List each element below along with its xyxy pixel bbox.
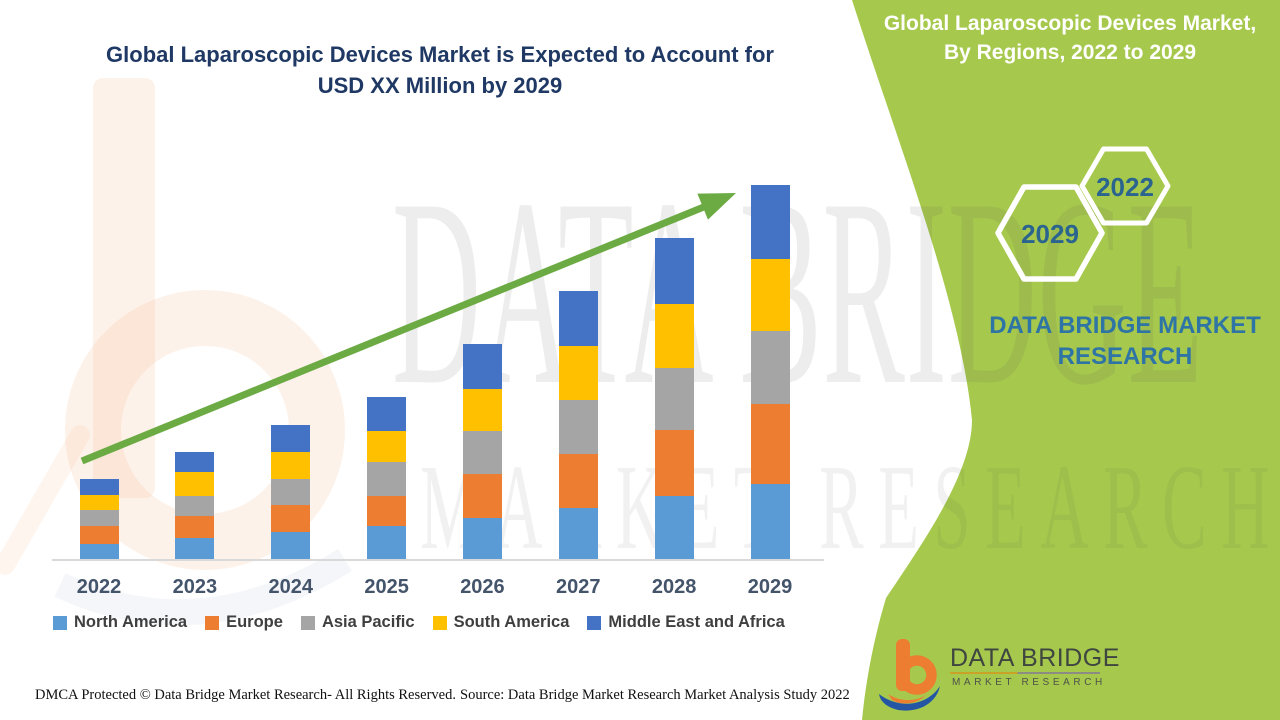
x-axis-line	[52, 559, 824, 561]
bar-segment-2023-asia-pacific	[175, 496, 215, 516]
bar-2022	[79, 479, 119, 559]
bar-segment-2028-north-america	[654, 496, 694, 559]
bar-segment-2028-middle-east-and-africa	[654, 238, 694, 304]
legend-label: Middle East and Africa	[608, 613, 785, 631]
bar-2024	[271, 425, 311, 559]
bar-segment-2023-middle-east-and-africa	[175, 452, 215, 472]
chart-title-line1: Global Laparoscopic Devices Market is Ex…	[106, 42, 774, 67]
bar-2027	[558, 291, 598, 559]
x-axis-label-2027: 2027	[556, 576, 601, 598]
legend-swatch	[432, 615, 447, 630]
legend: North America Europe Asia Pacific South Ame…	[53, 613, 785, 632]
x-axis-label-2023: 2023	[172, 576, 218, 598]
bar-2025	[367, 397, 407, 559]
legend-label: Asia Pacific	[321, 613, 415, 631]
bar-segment-2025-middle-east-and-africa	[367, 397, 407, 431]
chart-title-line2: USD XX Million by 2029	[317, 73, 563, 98]
x-axis-label-2022: 2022	[76, 576, 122, 598]
logo-subtitle: MARKET RESEARCH	[952, 677, 1106, 688]
bar-segment-2022-south-america	[79, 495, 119, 510]
bar-segment-2025-south-america	[367, 431, 407, 462]
bar-segment-2029-north-america	[750, 484, 790, 559]
legend-label: Europe	[226, 613, 283, 631]
legend-item-middle-east-and-africa: Middle East and Africa	[587, 613, 785, 632]
bar-segment-2028-south-america	[654, 304, 694, 368]
legend-item-south-america: South America	[432, 613, 570, 632]
legend-swatch	[53, 615, 67, 630]
bar-segment-2028-asia-pacific	[654, 368, 694, 430]
data-bridge-logo: DATA BRIDGE MARKET RESEARCH	[876, 634, 1119, 714]
bar-segment-2024-middle-east-and-africa	[271, 425, 311, 452]
bar-segment-2027-south-america	[558, 346, 598, 400]
brand-wordmark-line2: RESEARCH	[1057, 343, 1193, 370]
bar-segment-2027-europe	[558, 454, 598, 508]
bar-segment-2024-south-america	[271, 452, 311, 479]
x-axis-label-2024: 2024	[268, 576, 313, 598]
bar-segment-2025-north-america	[367, 526, 407, 559]
bar-segment-2027-middle-east-and-africa	[558, 291, 598, 346]
bar-segment-2022-north-america	[79, 544, 119, 559]
chart-title: Global Laparoscopic Devices Market is Ex…	[90, 39, 790, 101]
bar-segment-2023-south-america	[175, 472, 215, 496]
data-bridge-logo-icon	[879, 639, 940, 711]
band-title-line2: By Regions, 2022 to 2029	[943, 41, 1197, 64]
bar-segment-2023-europe	[175, 516, 215, 538]
bar-segment-2022-europe	[79, 526, 119, 544]
bar-segment-2025-europe	[367, 496, 407, 526]
legend-swatch	[205, 615, 220, 630]
bar-segment-2026-europe	[462, 474, 502, 518]
bar-segment-2026-asia-pacific	[462, 431, 502, 474]
logo-underline	[950, 672, 1100, 674]
bar-segment-2024-north-america	[271, 532, 311, 559]
bar-segment-2029-south-america	[750, 259, 790, 331]
bar-segment-2023-north-america	[175, 538, 215, 559]
band-title-line1: Global Laparoscopic Devices Market,	[883, 12, 1257, 35]
source-note: Source: Data Bridge Market Research Mark…	[460, 687, 850, 703]
bar-segment-2026-south-america	[462, 389, 502, 431]
bar-segment-2029-middle-east-and-africa	[750, 185, 790, 259]
brand-wordmark-line1: DATA BRIDGE MARKET	[989, 312, 1261, 339]
bar-segment-2029-europe	[750, 404, 790, 484]
band-title: Global Laparoscopic Devices Market, By R…	[860, 9, 1280, 67]
legend-item-asia-pacific: Asia Pacific	[300, 613, 415, 632]
bar-segment-2025-asia-pacific	[367, 462, 407, 496]
legend-item-north-america: North America	[53, 613, 187, 632]
x-axis-label-2025: 2025	[364, 576, 409, 598]
bar-2023	[175, 452, 215, 559]
bar-segment-2022-middle-east-and-africa	[79, 479, 119, 495]
x-axis-label-2028: 2028	[651, 576, 697, 598]
logo-title: DATA BRIDGE	[950, 644, 1120, 672]
legend-swatch	[300, 615, 315, 630]
bar-2026	[462, 344, 502, 559]
legend-item-europe: Europe	[205, 613, 283, 632]
legend-label: North America	[74, 613, 188, 631]
x-axis-label-2029: 2029	[747, 576, 793, 598]
x-axis-label-2026: 2026	[460, 576, 505, 598]
bar-segment-2028-europe	[654, 430, 694, 496]
brand-wordmark: DATA BRIDGE MARKET RESEARCH	[955, 310, 1280, 372]
bar-segment-2026-middle-east-and-africa	[462, 344, 502, 389]
bar-segment-2022-asia-pacific	[79, 510, 119, 526]
bar-segment-2024-asia-pacific	[271, 479, 311, 505]
bar-2028	[654, 238, 694, 559]
bar-segment-2026-north-america	[462, 518, 502, 559]
bar-segment-2024-europe	[271, 505, 311, 532]
legend-swatch	[587, 615, 602, 630]
bar-segment-2027-asia-pacific	[558, 400, 598, 454]
dmca-notice: DMCA Protected © Data Bridge Market Rese…	[35, 687, 456, 703]
bar-segment-2027-north-america	[558, 508, 598, 559]
legend-label: South America	[453, 613, 570, 631]
bar-2029	[750, 185, 790, 559]
bar-segment-2029-asia-pacific	[750, 331, 790, 404]
